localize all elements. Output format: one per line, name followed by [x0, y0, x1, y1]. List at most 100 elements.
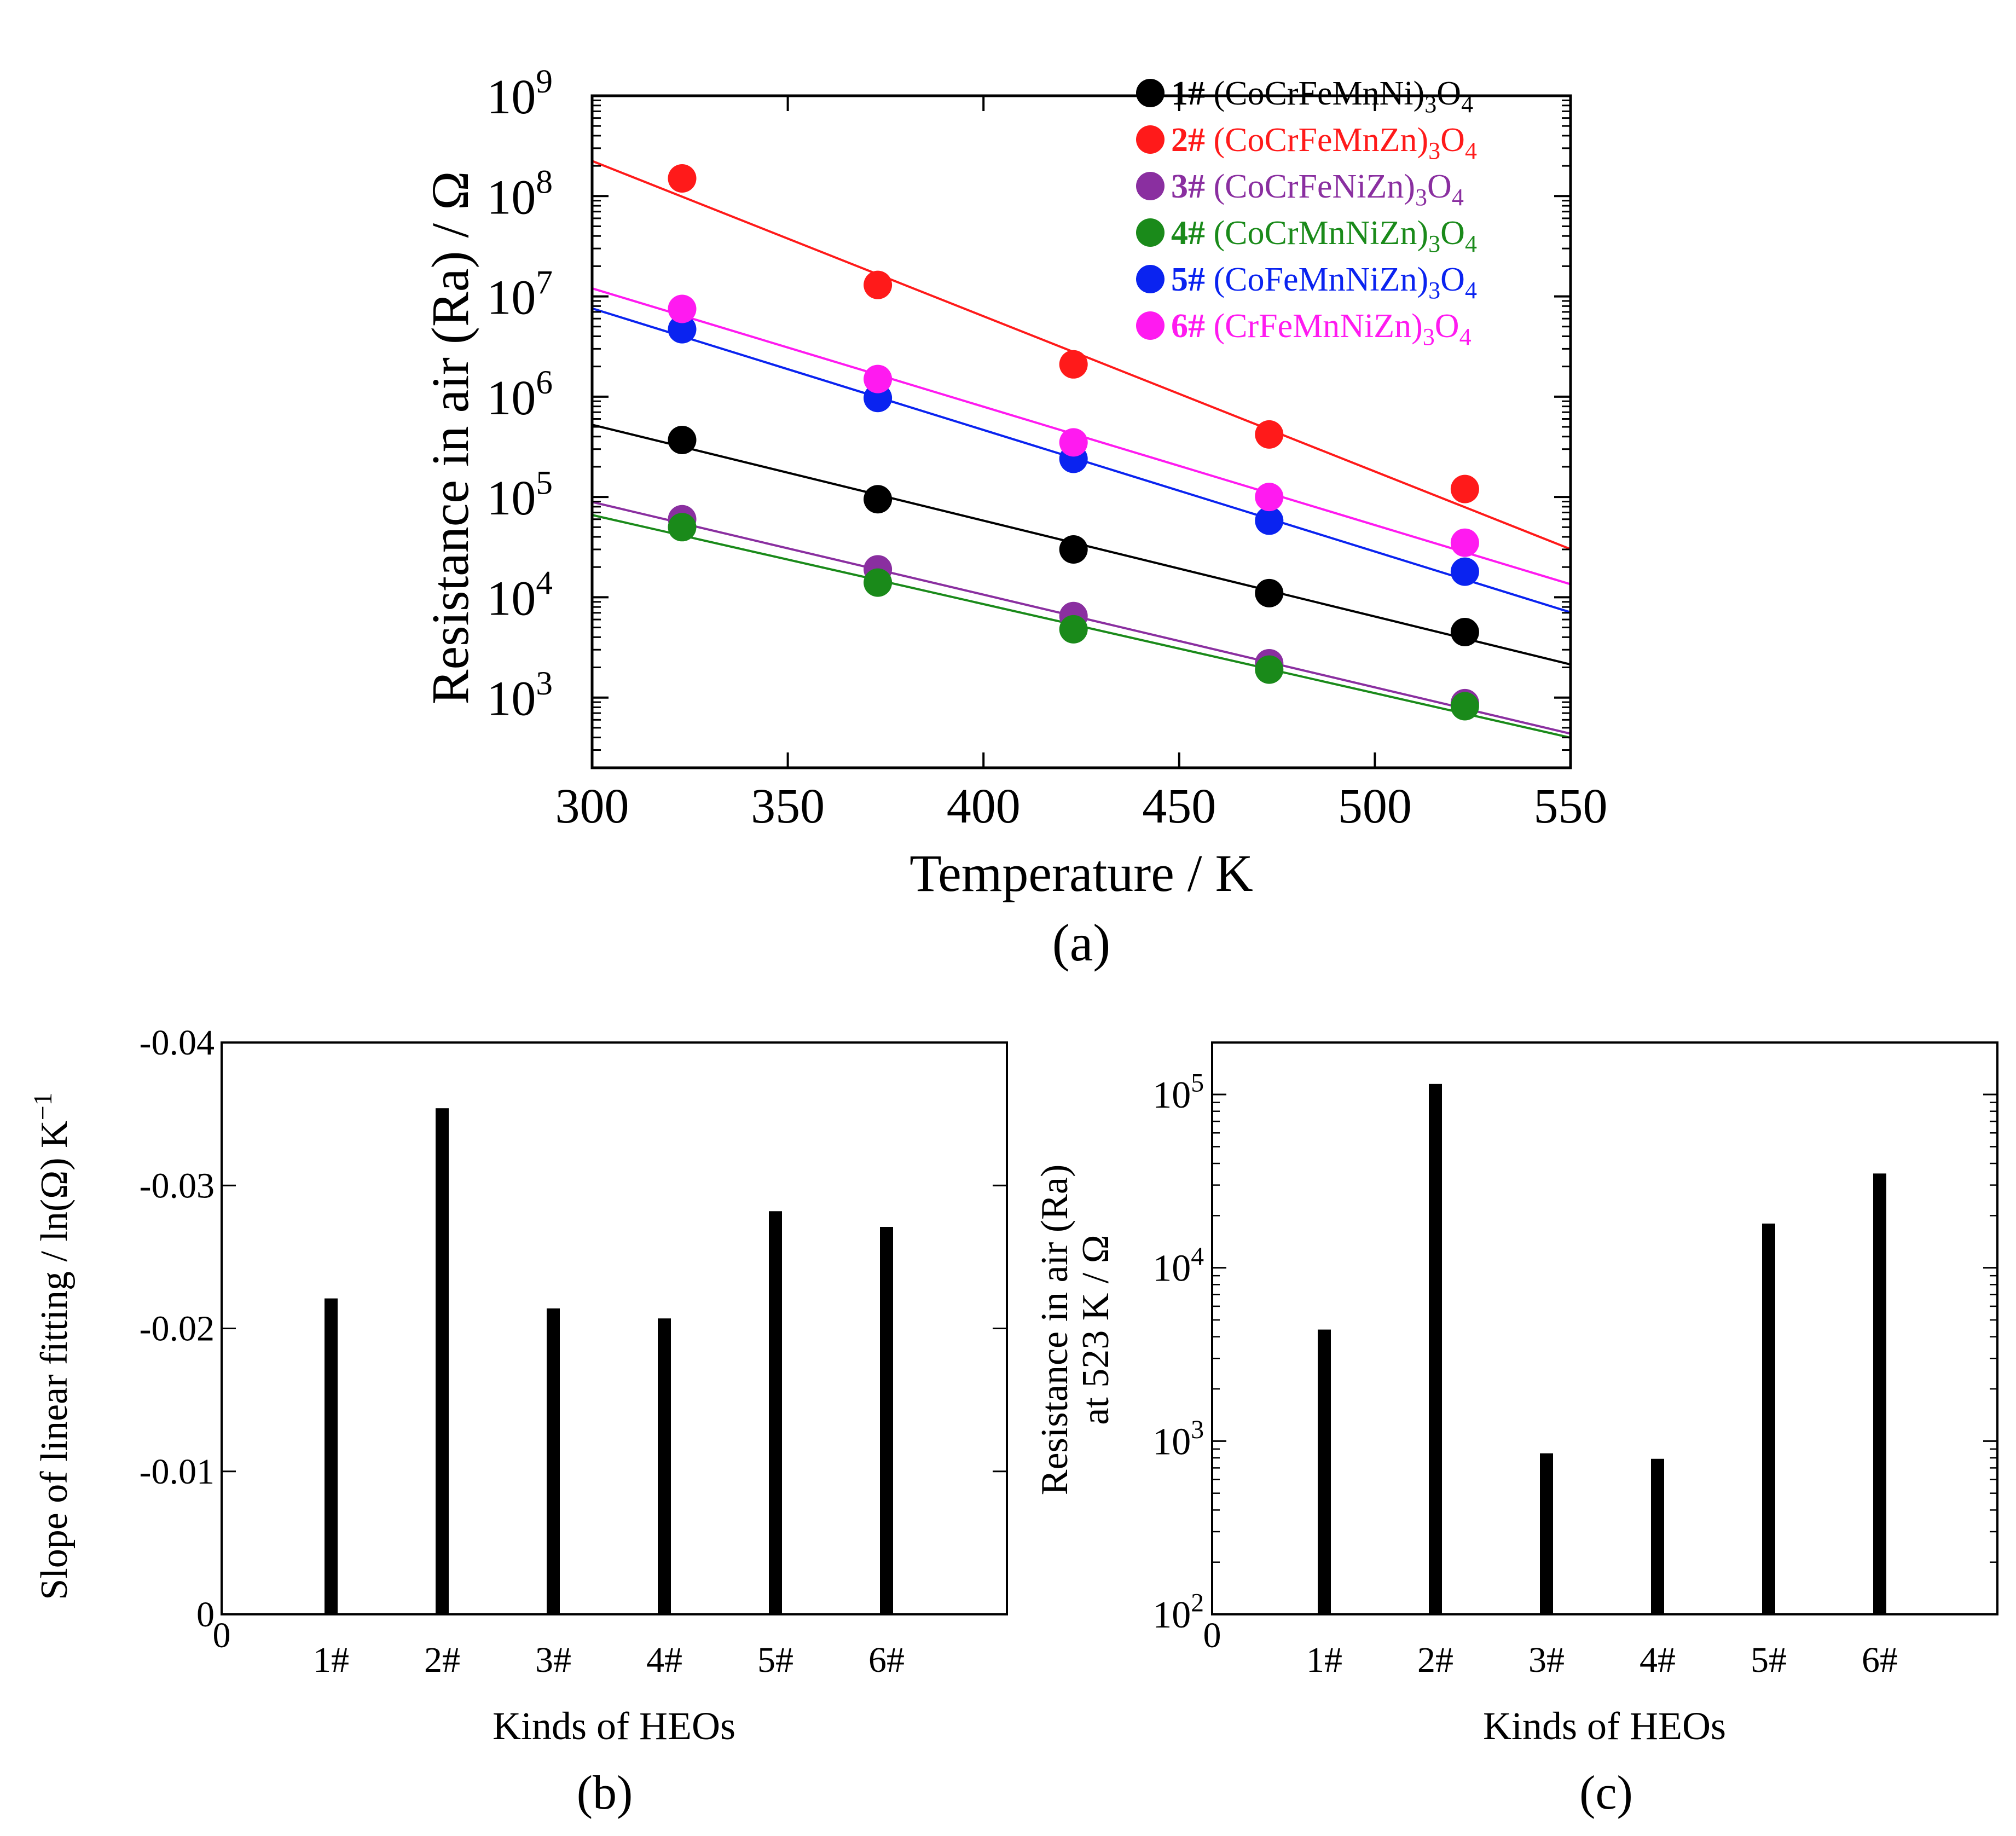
b-y-tick-label: -0.03 — [140, 1166, 215, 1206]
data-point-6-4 — [1255, 483, 1284, 512]
x-tick-label-300: 300 — [555, 779, 629, 833]
data-point-2-4 — [1255, 420, 1284, 449]
b-x-tick-label: 3# — [535, 1640, 571, 1680]
data-point-1-3 — [1059, 535, 1088, 564]
c-bar-3# — [1540, 1453, 1553, 1614]
b-y-tick-label: -0.04 — [140, 1023, 215, 1063]
legend-entry-3: 3# (CoCrFeNiZn)3O4 — [1136, 168, 1464, 211]
panel-c-plot-frame — [1211, 1041, 1998, 1615]
legend-label-2: 2# (CoCrFeMnZn)3O4 — [1171, 121, 1477, 164]
y-tick-label-3: 103 — [486, 665, 553, 726]
data-point-1-4 — [1255, 578, 1284, 607]
data-point-1-1 — [668, 425, 697, 454]
y-tick-label-5: 105 — [486, 464, 553, 525]
c-x-tick-label: 2# — [1417, 1640, 1453, 1680]
legend-label-3: 3# (CoCrFeNiZn)3O4 — [1171, 168, 1464, 211]
panel-c-origin-label: 0 — [1203, 1615, 1221, 1655]
data-point-6-2 — [864, 364, 893, 393]
data-point-4-1 — [668, 513, 697, 542]
c-y-tick-label: 104 — [1152, 1242, 1204, 1289]
x-tick-label-500: 500 — [1338, 779, 1412, 833]
c-bar-6# — [1873, 1173, 1886, 1614]
y-tick-label-6: 106 — [486, 364, 553, 425]
panel-b-x-ticks: 1# 2# 3# 4# 5# 6# — [313, 1640, 905, 1680]
legend-label-6: 6# (CrFeMnNiZn)3O4 — [1171, 308, 1472, 350]
y-tick-label-4: 104 — [486, 565, 553, 626]
legend-marker-1 — [1136, 79, 1165, 107]
legend-entry-5: 5# (CoFeMnNiZn)3O4 — [1136, 261, 1477, 304]
panel-c-x-ticks: 1# 2# 3# 4# 5# 6# — [1306, 1640, 1898, 1680]
panel-b-bars — [325, 1108, 893, 1614]
b-x-tick-label: 6# — [868, 1640, 905, 1680]
b-bar-5# — [769, 1211, 782, 1614]
legend-label-5: 5# (CoFeMnNiZn)3O4 — [1171, 261, 1477, 304]
b-bar-6# — [880, 1227, 893, 1614]
data-point-6-1 — [668, 294, 697, 323]
panel-a-legend: 1# (CoCrFeMnNi)3O4 2# (CoCrFeMnZn)3O4 3#… — [1136, 75, 1477, 350]
c-x-tick-label: 6# — [1862, 1640, 1898, 1680]
panel-c-y-ticks: 102 103 104 105 — [1152, 1069, 1997, 1636]
b-bar-2# — [436, 1108, 449, 1614]
panel-a-points — [668, 164, 1479, 721]
legend-entry-2: 2# (CoCrFeMnZn)3O4 — [1136, 121, 1477, 164]
data-point-4-2 — [864, 568, 893, 597]
y-tick-label-7: 107 — [486, 264, 553, 325]
c-x-tick-label: 5# — [1751, 1640, 1787, 1680]
legend-marker-4 — [1136, 218, 1165, 247]
legend-label-4: 4# (CoCrMnNiZn)3O4 — [1171, 215, 1477, 257]
data-point-2-5 — [1450, 474, 1479, 503]
c-bar-4# — [1651, 1458, 1664, 1614]
legend-marker-6 — [1136, 311, 1165, 340]
b-y-tick-label: 0 — [196, 1595, 215, 1635]
panel-a-label: (a) — [1052, 913, 1111, 972]
panel-a-x-axis-label: Temperature / K — [909, 844, 1253, 902]
data-point-5-4 — [1255, 506, 1284, 535]
panel-a-chart: 300 350 400 450 500 550 103 104 105 106 107 108 109… — [421, 63, 1608, 972]
legend-marker-2 — [1136, 125, 1165, 154]
b-bar-1# — [325, 1298, 338, 1614]
data-point-5-5 — [1450, 557, 1479, 586]
x-tick-label-550: 550 — [1534, 779, 1608, 833]
y-tick-label-8: 108 — [486, 163, 553, 224]
c-y-tick-label: 103 — [1152, 1416, 1204, 1463]
b-x-tick-label: 2# — [424, 1640, 460, 1680]
panel-b-label: (b) — [577, 1767, 633, 1820]
panel-c-y-axis-label-line1: Resistance in air (Ra) — [1034, 1165, 1076, 1496]
x-tick-label-350: 350 — [751, 779, 825, 833]
panel-a-x-ticks: 300 350 400 450 500 550 — [555, 96, 1608, 833]
panel-c-chart: 102 103 104 105 1# 2# 3# 4# 5# 6# 0 Kinds of HEO… — [1034, 1041, 1998, 1820]
panel-c-bars — [1318, 1084, 1886, 1614]
panel-c-y-axis-label-line2: at 523 K / Ω — [1075, 1235, 1117, 1425]
b-y-tick-label: -0.02 — [140, 1309, 215, 1349]
panel-b-y-ticks: 0 -0.01 -0.02 -0.03 -0.04 — [140, 1023, 1007, 1635]
panel-c-label: (c) — [1579, 1767, 1633, 1820]
b-bar-3# — [547, 1308, 560, 1614]
legend-marker-3 — [1136, 172, 1165, 200]
c-y-tick-label: 105 — [1152, 1069, 1204, 1116]
panel-b-x-axis-label: Kinds of HEOs — [493, 1704, 735, 1748]
b-x-tick-label: 4# — [646, 1640, 682, 1680]
b-x-tick-label: 5# — [757, 1640, 793, 1680]
x-tick-label-450: 450 — [1142, 779, 1216, 833]
c-bar-2# — [1429, 1084, 1442, 1614]
legend-entry-4: 4# (CoCrMnNiZn)3O4 — [1136, 215, 1477, 257]
data-point-4-3 — [1059, 615, 1088, 644]
data-point-6-3 — [1059, 428, 1088, 457]
legend-label-1: 1# (CoCrFeMnNi)3O4 — [1171, 75, 1473, 118]
x-tick-label-400: 400 — [947, 779, 1021, 833]
b-y-tick-label: -0.01 — [140, 1452, 215, 1492]
c-bar-5# — [1762, 1223, 1775, 1614]
panel-b-y-axis-label: Slope of linear fitting / ln(Ω) K−1 — [28, 1092, 76, 1600]
legend-entry-6: 6# (CrFeMnNiZn)3O4 — [1136, 308, 1472, 350]
legend-marker-5 — [1136, 265, 1165, 293]
panel-c-x-axis-label: Kinds of HEOs — [1483, 1704, 1726, 1748]
data-point-6-5 — [1450, 528, 1479, 557]
panel-b-chart: 0 -0.01 -0.02 -0.03 -0.04 1# 2# 3# 4# 5# 6# 0 Kin… — [28, 1023, 1008, 1820]
panel-a-plot-frame — [590, 94, 1572, 769]
panel-a-y-ticks: 103 104 105 106 107 108 109 — [486, 63, 1571, 769]
panel-a-y-axis-label: Resistance in air (Ra) / Ω — [421, 171, 479, 704]
data-point-4-4 — [1255, 655, 1284, 684]
data-point-2-1 — [668, 164, 697, 193]
c-x-tick-label: 3# — [1528, 1640, 1565, 1680]
